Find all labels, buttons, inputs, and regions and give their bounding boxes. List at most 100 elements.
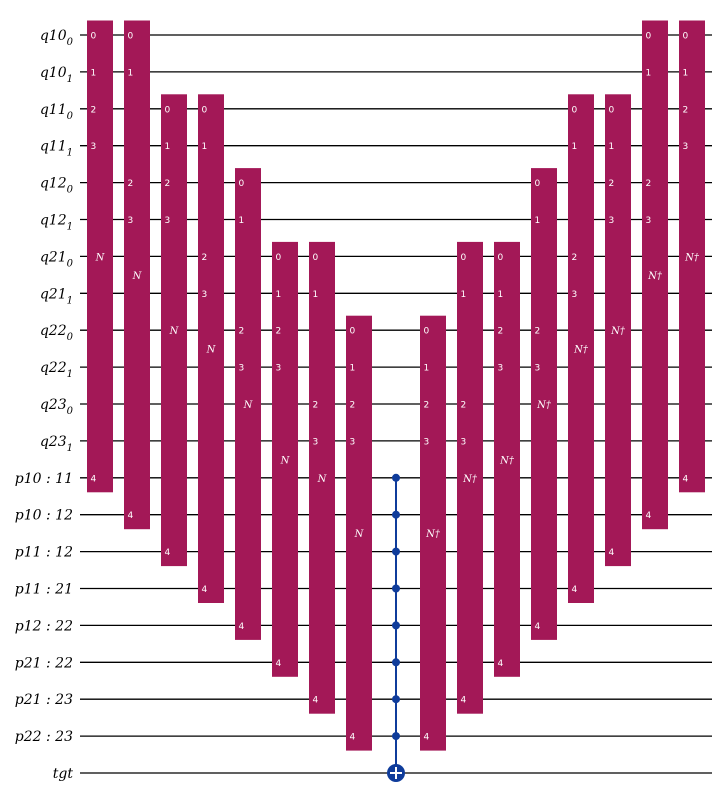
qubit-label-name: p11 : 21 [15,582,73,598]
gate-block: 0 1 2 3 4 N† [420,315,446,751]
qubit-label-subscript: 0 [67,111,74,122]
qubit-label: q221 [40,360,73,380]
qubit-label-subscript: 0 [67,185,74,196]
qubit-label: q101 [40,65,73,85]
gate-rect [161,94,187,567]
qubit-label-name: p21 : 22 [15,655,73,671]
qubit-label: p11 : 12 [15,545,73,561]
gate-pin-label: 4 [424,733,430,743]
gate-name: N [280,455,291,466]
gate-pin-label: 1 [683,68,689,78]
qubit-label-name: q22 [40,360,67,376]
multi-controlled-x-gate [387,473,405,782]
qubit-label: p11 : 21 [15,582,73,598]
gate-pin-label: 2 [165,179,171,189]
gate-pin-label: 3 [128,216,134,226]
gate-pin-label: 3 [646,216,652,226]
gate-pin-label: 4 [683,474,689,484]
gate-pin-label: 2 [128,179,134,189]
gate-pin-label: 4 [498,659,504,669]
gate-block: 0 1 2 3 4 N† [605,94,631,567]
gate-pin-label: 1 [498,290,504,300]
gate-pin-label: 0 [350,327,356,337]
qubit-label: q100 [40,28,74,48]
qubit-label-subscript: 0 [67,332,74,343]
qubit-label-name: p12 : 22 [15,618,73,634]
gate-pin-label: 1 [128,68,134,78]
gate-block: 0 1 2 3 4 N [87,20,113,493]
gate-pin-label: 1 [91,68,97,78]
gate-pin-label: 1 [313,290,319,300]
qubit-label-name: q10 [40,65,67,81]
gate-pin-label: 3 [498,364,504,374]
qubit-label: q110 [40,102,74,122]
qubit-label-name: q22 [40,323,67,339]
gate-block: 0 1 2 3 4 N† [568,94,594,604]
gate-pin-label: 3 [683,142,689,152]
qubit-label-subscript: 0 [67,406,74,417]
gate-pin-label: 1 [461,290,467,300]
control-dot [392,547,400,556]
gate-block: 0 1 2 3 4 N† [457,241,483,714]
gate-pin-label: 0 [461,253,467,263]
gate-name: N† [647,271,663,282]
gate-block: 0 1 2 3 4 N† [642,20,668,530]
gate-rect [420,315,446,751]
gate-pin-label: 0 [202,105,208,115]
gate-name: N† [536,400,552,411]
gate-name: N [243,400,254,411]
gate-pin-label: 4 [350,733,356,743]
qubit-label-subscript: 1 [67,148,73,159]
gate-block: 0 1 2 3 4 N [309,241,335,714]
gate-name: N [95,252,106,263]
qubit-label: tgt [53,766,74,782]
qubit-label-subscript: 0 [67,258,74,269]
gate-pin-label: 1 [424,364,430,374]
qubit-label-subscript: 0 [67,37,74,48]
gate-block: 0 1 2 3 4 N† [494,241,520,677]
gate-pin-label: 1 [239,216,245,226]
qubit-label-name: q21 [40,286,67,302]
gate-pin-label: 3 [202,290,208,300]
gate-pin-label: 1 [276,290,282,300]
gate-pin-label: 1 [165,142,171,152]
gate-block: 0 1 2 3 4 N [235,168,261,640]
gate-pin-label: 4 [535,622,541,632]
control-dot [392,621,400,630]
gate-pin-label: 3 [350,437,356,447]
gate-pin-label: 4 [609,548,615,558]
gate-pin-label: 3 [535,364,541,374]
control-dot [392,658,400,667]
gate-rect [346,315,372,751]
gate-pin-label: 2 [202,253,208,263]
gate-pin-label: 1 [609,142,615,152]
qubit-label: p12 : 22 [15,618,73,634]
gate-pin-label: 4 [461,696,467,706]
gate-name: N [317,474,328,485]
gate-name: N† [499,455,515,466]
gate-pin-label: 2 [239,327,245,337]
gate-pin-label: 3 [239,364,245,374]
gate-rect [568,94,594,604]
qubit-labels: q100q101q110q111q120q121q210q211q220q221… [15,28,74,782]
gate-pin-label: 2 [91,105,97,115]
gate-block: 0 1 2 3 4 N [161,94,187,567]
gate-pin-label: 4 [91,474,97,484]
gate-pin-label: 4 [202,585,208,595]
qubit-label-name: p22 : 23 [15,729,73,745]
gate-pin-label: 4 [646,511,652,521]
gate-block: 0 1 2 3 4 N† [531,168,557,640]
qubit-label: p21 : 23 [15,692,73,708]
gate-rect [272,241,298,677]
gate-pin-label: 0 [128,32,134,42]
gate-pin-label: 2 [424,401,430,411]
gate-rect [87,20,113,493]
gate-pin-label: 3 [91,142,97,152]
gate-pin-label: 3 [165,216,171,226]
gate-pin-label: 3 [609,216,615,226]
gate-pin-label: 2 [609,179,615,189]
gate-layer: 0 1 2 3 4 N 0 1 2 3 4 N 0 1 2 3 4 N 0 1 2 3 4 N 0 1 2 3 4 N 0 1 2 3 4 N 0 1 2 3… [87,20,705,782]
gate-pin-label: 4 [165,548,171,558]
qubit-label-name: p21 : 23 [15,692,73,708]
gate-pin-label: 3 [424,437,430,447]
